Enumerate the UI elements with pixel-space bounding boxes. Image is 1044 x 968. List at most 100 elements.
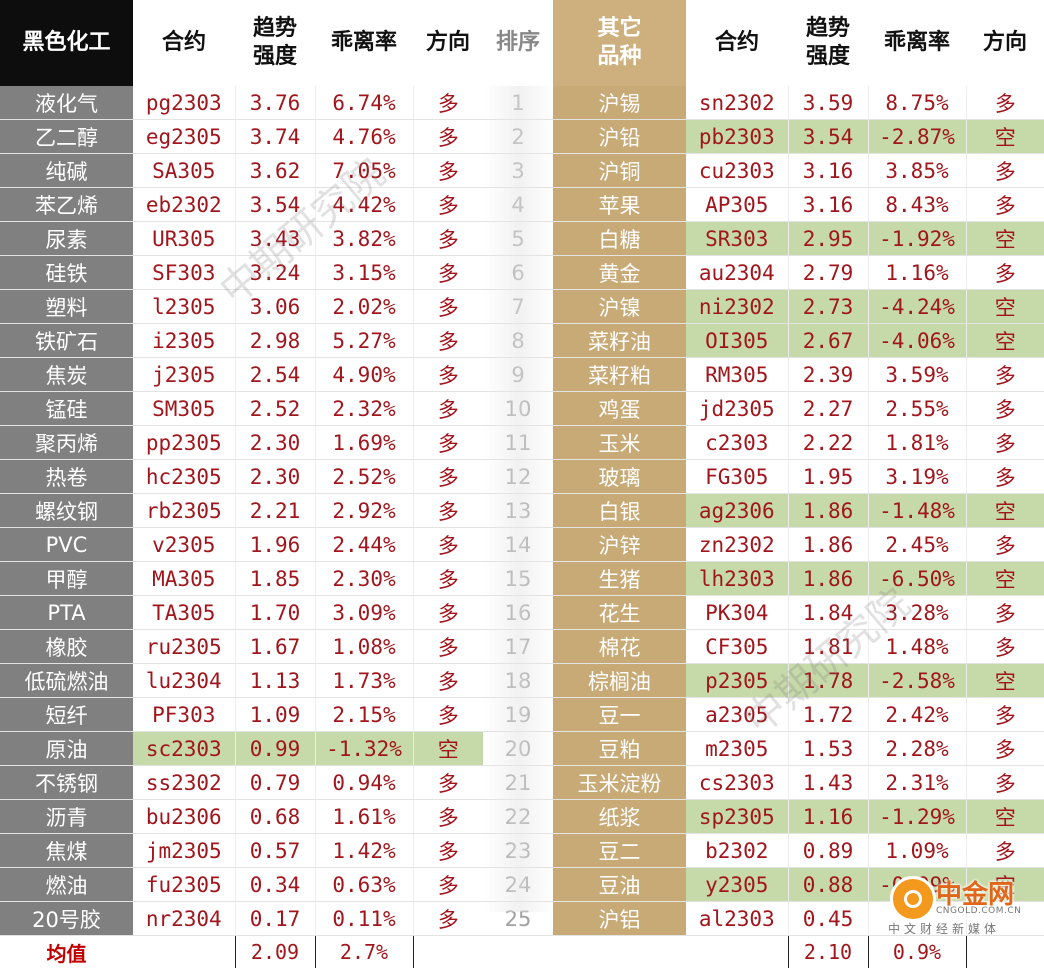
right-direction-cell: 多	[966, 358, 1044, 392]
left-name-cell: PTA	[0, 596, 133, 630]
right-deviation-cell: -2.58%	[868, 664, 966, 698]
right-contract-cell: c2303	[686, 426, 788, 460]
right-direction-cell: 多	[966, 630, 1044, 664]
right-trend-cell: 3.16	[788, 188, 868, 222]
left-name-cell: 焦煤	[0, 834, 133, 868]
left-deviation-cell: 1.61%	[315, 800, 413, 834]
right-direction-cell: 多	[966, 596, 1044, 630]
rank-cell: 19	[483, 698, 553, 732]
left-name-cell: 液化气	[0, 86, 133, 120]
left-deviation-cell: 2.32%	[315, 392, 413, 426]
right-contract-cell: al2303	[686, 902, 788, 936]
right-trend-cell: 1.81	[788, 630, 868, 664]
left-deviation-cell: 0.94%	[315, 766, 413, 800]
right-deviation-cell: 3.85%	[868, 154, 966, 188]
header-right-trend: 趋势 强度	[788, 0, 868, 86]
right-name-cell: 豆二	[553, 834, 686, 868]
left-direction-cell: 多	[413, 834, 483, 868]
left-trend-cell: 3.54	[235, 188, 315, 222]
left-deviation-cell: 1.69%	[315, 426, 413, 460]
right-deviation-cell: -4.06%	[868, 324, 966, 358]
left-direction-cell: 空	[413, 732, 483, 766]
header-left-direction: 方向	[413, 0, 483, 86]
left-deviation-cell: 2.02%	[315, 290, 413, 324]
right-name-cell: 玻璃	[553, 460, 686, 494]
left-direction-cell: 多	[413, 562, 483, 596]
right-deviation-cell: -2.87%	[868, 120, 966, 154]
header-left-trend-label: 趋势 强度	[253, 15, 297, 71]
left-direction-cell: 多	[413, 120, 483, 154]
header-left-deviation: 乖离率	[315, 0, 413, 86]
average-label: 均值	[0, 936, 133, 968]
right-name-cell: 沪镍	[553, 290, 686, 324]
right-deviation-cell: 3.19%	[868, 460, 966, 494]
right-contract-cell: cu2303	[686, 154, 788, 188]
left-contract-cell: lu2304	[133, 664, 235, 698]
left-contract-cell: TA305	[133, 596, 235, 630]
right-direction-cell: 空	[966, 324, 1044, 358]
left-deviation-cell: 5.27%	[315, 324, 413, 358]
left-deviation-cell: 1.42%	[315, 834, 413, 868]
left-name-cell: PVC	[0, 528, 133, 562]
right-deviation-cell: 2.45%	[868, 528, 966, 562]
left-name-cell: 不锈钢	[0, 766, 133, 800]
left-contract-cell: SF303	[133, 256, 235, 290]
left-contract-cell: ss2302	[133, 766, 235, 800]
right-direction-cell: 空	[966, 800, 1044, 834]
left-deviation-cell: 4.76%	[315, 120, 413, 154]
right-direction-cell: 空	[966, 494, 1044, 528]
left-deviation-cell: 2.30%	[315, 562, 413, 596]
right-deviation-cell: 3.59%	[868, 358, 966, 392]
left-deviation-cell: 3.15%	[315, 256, 413, 290]
left-trend-cell: 2.30	[235, 460, 315, 494]
left-contract-cell: SM305	[133, 392, 235, 426]
right-trend-cell: 2.95	[788, 222, 868, 256]
left-name-cell: 低硫燃油	[0, 664, 133, 698]
right-trend-cell: 1.43	[788, 766, 868, 800]
average-spacer	[133, 936, 235, 968]
left-direction-cell: 多	[413, 868, 483, 902]
right-contract-cell: RM305	[686, 358, 788, 392]
left-direction-cell: 多	[413, 154, 483, 188]
rank-cell: 7	[483, 290, 553, 324]
right-direction-cell: 多	[966, 256, 1044, 290]
left-direction-cell: 多	[413, 664, 483, 698]
right-name-cell: 沪锌	[553, 528, 686, 562]
left-name-cell: 螺纹钢	[0, 494, 133, 528]
right-name-cell: 沪铝	[553, 902, 686, 936]
left-direction-cell: 多	[413, 800, 483, 834]
left-trend-cell: 3.62	[235, 154, 315, 188]
rank-cell: 5	[483, 222, 553, 256]
left-direction-cell: 多	[413, 528, 483, 562]
left-deviation-cell: 4.42%	[315, 188, 413, 222]
right-contract-cell: p2305	[686, 664, 788, 698]
right-trend-cell: 0.45	[788, 902, 868, 936]
right-direction-cell: 空	[966, 664, 1044, 698]
right-trend-cell: 2.27	[788, 392, 868, 426]
left-contract-cell: sc2303	[133, 732, 235, 766]
right-name-cell: 菜籽粕	[553, 358, 686, 392]
left-contract-cell: pp2305	[133, 426, 235, 460]
left-trend-cell: 1.85	[235, 562, 315, 596]
rank-cell: 8	[483, 324, 553, 358]
right-deviation-cell: 8.43%	[868, 188, 966, 222]
right-name-cell: 豆一	[553, 698, 686, 732]
header-left-trend: 趋势 强度	[235, 0, 315, 86]
right-direction-cell: 多	[966, 426, 1044, 460]
left-direction-cell: 多	[413, 698, 483, 732]
right-trend-cell: 3.59	[788, 86, 868, 120]
left-trend-cell: 2.98	[235, 324, 315, 358]
right-deviation-cell: -4.24%	[868, 290, 966, 324]
right-deviation-cell: 1.81%	[868, 426, 966, 460]
